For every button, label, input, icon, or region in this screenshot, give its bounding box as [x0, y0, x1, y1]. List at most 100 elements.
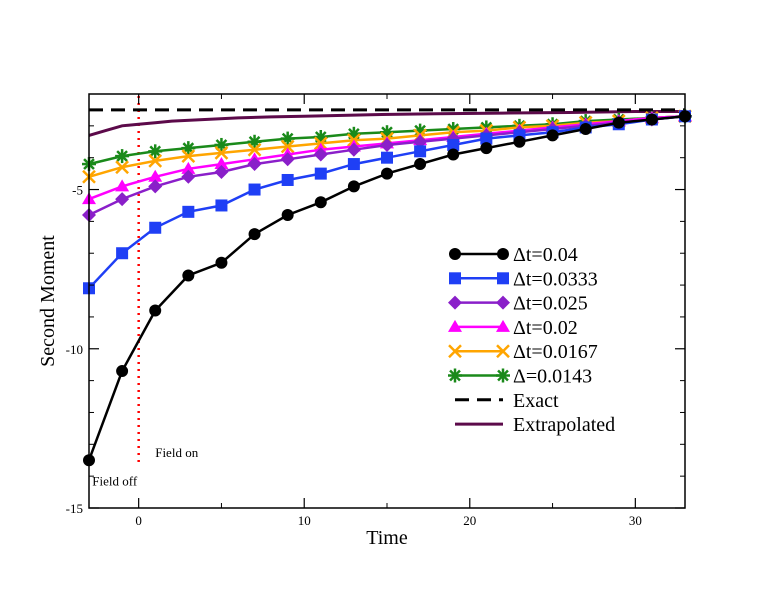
data-point-stroke [247, 142, 262, 157]
series-0 [83, 110, 691, 467]
data-point-stroke [181, 149, 196, 163]
data-point [181, 141, 196, 156]
data-point [149, 304, 162, 317]
data-point [381, 167, 393, 180]
data-point [280, 152, 295, 167]
data-point [448, 344, 462, 359]
data-point [181, 169, 196, 184]
annotation-field-off: Field off [92, 474, 138, 489]
data-point [496, 319, 510, 332]
data-point-stroke [116, 150, 128, 162]
legend-label: Δt=0.02 [513, 317, 578, 339]
data-point [513, 135, 526, 148]
data-point [214, 165, 229, 180]
data-point [447, 148, 460, 161]
data-point [215, 199, 228, 212]
y-tick-label: -5 [72, 183, 83, 198]
data-point-stroke [496, 344, 510, 359]
data-point [215, 256, 228, 269]
legend-label: Extrapolated [513, 414, 615, 436]
data-point [414, 158, 427, 171]
data-point [115, 192, 130, 207]
data-point [182, 269, 195, 282]
x-axis-title: Time [366, 527, 408, 549]
legend-label: Exact [513, 390, 559, 412]
data-point [116, 247, 129, 260]
data-point [149, 221, 162, 234]
data-point [546, 129, 559, 142]
legend-label: Δt=0.0333 [513, 268, 598, 290]
legend-label: Δt=0.0167 [513, 341, 598, 363]
data-point [281, 173, 294, 186]
data-point [281, 209, 294, 222]
legend-label: Δt=0.04 [513, 244, 578, 266]
x-tick-label: 10 [298, 513, 311, 528]
x-tick-label: 0 [135, 513, 142, 528]
data-point [148, 169, 163, 182]
legend: Δt=0.04 Δt=0.0333 Δt=0.025 Δt=0.02 Δt=0.… [448, 244, 615, 436]
data-point [497, 248, 509, 260]
data-point [480, 132, 493, 145]
data-point [496, 368, 510, 383]
data-point [414, 145, 427, 158]
data-point [346, 142, 361, 157]
data-point [115, 149, 130, 164]
data-point [381, 151, 393, 164]
data-point [496, 295, 510, 310]
data-point [480, 142, 493, 155]
data-point [280, 131, 295, 146]
data-point [247, 157, 262, 172]
data-point [347, 158, 360, 171]
legend-label: Δt=0.025 [513, 293, 588, 315]
data-point [214, 137, 229, 152]
data-point [248, 228, 261, 241]
data-point [116, 365, 129, 378]
data-point [247, 142, 262, 157]
data-point [214, 157, 229, 170]
y-tick-label: -10 [66, 342, 83, 357]
data-point-stroke [414, 124, 426, 137]
data-point-stroke [448, 344, 462, 359]
data-point [497, 272, 509, 285]
data-point [148, 153, 163, 168]
data-point [448, 295, 462, 310]
ticks-layer: 0 10 20 30 -5 -10 -15 [66, 93, 685, 528]
data-point [314, 167, 327, 180]
data-point [115, 160, 129, 175]
y-axis-title: Second Moment [37, 235, 59, 367]
data-point [496, 344, 510, 359]
annotation-field-on: Field on [155, 445, 198, 460]
data-point [449, 248, 461, 260]
x-tick-label: 20 [463, 513, 476, 528]
data-point [314, 196, 327, 209]
data-point-stroke [214, 146, 229, 160]
data-point [248, 183, 261, 196]
data-point [247, 134, 262, 149]
data-point [448, 319, 462, 332]
data-point [447, 138, 460, 151]
legend-swatches [448, 248, 510, 426]
legend-label: Δ=0.0143 [513, 366, 592, 388]
data-point-stroke [280, 139, 295, 154]
data-point [181, 161, 196, 174]
data-point-stroke [449, 369, 461, 382]
data-point [449, 272, 461, 285]
data-point [214, 146, 229, 160]
data-point-stroke [148, 153, 163, 168]
data-point [313, 147, 328, 162]
series-line [88, 110, 685, 137]
data-point [612, 116, 625, 129]
marks-layer [82, 96, 692, 467]
data-point [347, 180, 360, 193]
data-point-stroke [115, 160, 129, 175]
data-point [380, 137, 394, 152]
x-tick-label: 30 [629, 513, 642, 528]
data-point [182, 205, 195, 218]
data-point [148, 144, 163, 159]
data-point-stroke [149, 145, 162, 158]
series-7 [88, 110, 685, 137]
y-tick-label: -15 [66, 501, 83, 516]
data-point [280, 139, 295, 154]
data-point [413, 134, 428, 149]
